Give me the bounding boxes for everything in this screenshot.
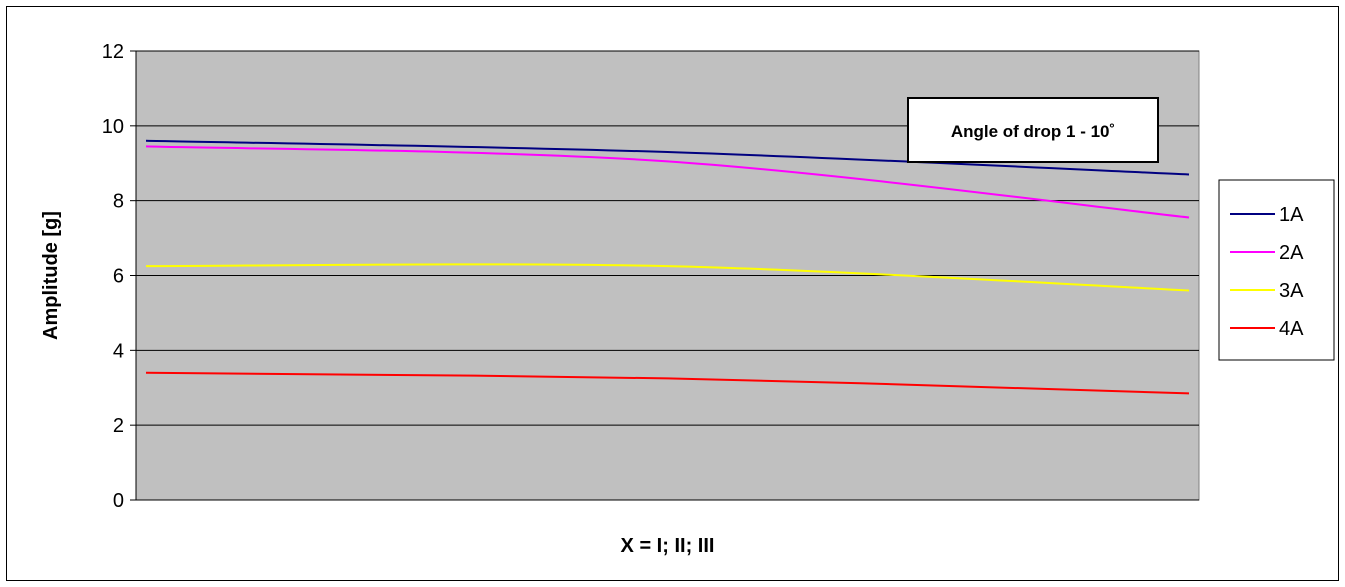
- series-lines: [145, 139, 1190, 395]
- series-line-3a: [145, 263, 1190, 292]
- y-axis-title: Amplitude [g]: [40, 211, 62, 340]
- legend-label: 4A: [1279, 318, 1304, 340]
- x-axis-title: X = I; II; III: [621, 535, 715, 557]
- annotation-frame: [907, 97, 1159, 163]
- y-axis-ticks: 0 2 4 6 8 10 12: [102, 41, 1199, 512]
- legend-item-1a: 1A: [1230, 204, 1304, 226]
- y-tick-label: 8: [113, 191, 124, 213]
- y-tick-label: 0: [113, 490, 124, 512]
- legend: 1A 2A 3A 4A: [1218, 179, 1335, 361]
- series-line-2a: [145, 145, 1190, 219]
- y-tick-label: 10: [102, 116, 124, 138]
- legend-item-3a: 3A: [1230, 280, 1304, 302]
- legend-item-2a: 2A: [1230, 242, 1304, 264]
- series-line-1a: [145, 139, 1190, 176]
- legend-frame: [1218, 179, 1335, 361]
- y-tick-label: 6: [113, 266, 124, 288]
- annotation-box: Angle of drop 1 - 10˚: [907, 97, 1159, 163]
- legend-label: 1A: [1279, 204, 1304, 226]
- legend-item-4a: 4A: [1230, 318, 1304, 340]
- y-tick-label: 2: [113, 415, 124, 437]
- legend-items: 1A 2A 3A 4A: [1230, 204, 1304, 340]
- legend-label: 3A: [1279, 280, 1304, 302]
- y-tick-label: 12: [102, 41, 124, 63]
- legend-label: 2A: [1279, 242, 1304, 264]
- annotation-text: Angle of drop 1 - 10˚: [951, 122, 1115, 141]
- y-tick-label: 4: [113, 340, 124, 362]
- series-line-4a: [145, 371, 1190, 395]
